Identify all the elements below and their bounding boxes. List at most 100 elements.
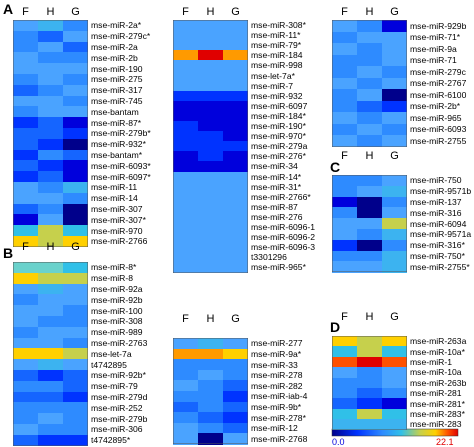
heatmap-cell xyxy=(38,192,63,205)
row-label: t3301296 xyxy=(251,252,287,263)
row-label: mse-miR-2768 xyxy=(251,433,308,444)
heatmap-cell xyxy=(63,359,88,371)
heatmap-cell xyxy=(198,141,223,152)
row-label: mse-miR-750 xyxy=(410,175,462,186)
heatmap-cell xyxy=(38,214,63,226)
heatmap-cell xyxy=(198,242,223,253)
row-label: mse-miR-79 xyxy=(91,381,138,392)
heatmap-cell xyxy=(13,294,38,306)
heatmap-cell xyxy=(357,66,382,79)
heatmap-cell xyxy=(223,30,248,41)
heatmap-cell xyxy=(223,369,248,381)
heatmap-cell xyxy=(198,262,223,274)
row-label: mse-miR-1 xyxy=(410,357,453,367)
heatmap-cell xyxy=(357,398,382,410)
heatmap-cell xyxy=(63,20,88,32)
heatmap-cell xyxy=(382,250,407,262)
row-label: mse-miR-750* xyxy=(410,251,465,261)
heatmap-cell xyxy=(63,262,88,274)
heatmap-cell xyxy=(173,50,198,61)
row-label: mse-miR-278* xyxy=(251,412,306,423)
heatmap-cell xyxy=(63,348,88,360)
heatmap-cell xyxy=(198,151,223,162)
row-label: mse-miR-6096-1 xyxy=(251,222,315,233)
heatmap-cell xyxy=(13,171,38,183)
heatmap-cell xyxy=(38,182,63,194)
heatmap-cell xyxy=(173,262,198,274)
heatmap-cell xyxy=(63,117,88,129)
heatmap-cell xyxy=(223,131,248,142)
heatmap-cell xyxy=(198,211,223,223)
heatmap-cell xyxy=(173,433,198,445)
row-label: mse-miR-307 xyxy=(91,204,143,214)
row-label: mse-miR-6096-3 xyxy=(251,242,315,253)
heatmap-cell xyxy=(357,20,382,33)
heatmap-cell xyxy=(382,43,407,56)
heatmap-cell xyxy=(13,424,38,436)
heatmap-cell xyxy=(382,196,407,208)
heatmap-cell xyxy=(13,41,38,53)
heatmap-cell xyxy=(63,182,88,194)
heatmap-cell xyxy=(223,338,248,350)
heatmap-cell xyxy=(13,30,38,43)
heatmap-cell xyxy=(198,80,223,92)
row-label: mse-miR-277 xyxy=(251,338,303,349)
heatmap-outline xyxy=(13,20,88,247)
row-label: mse-miR-92a xyxy=(91,284,143,294)
heatmap-cell xyxy=(173,60,198,72)
heatmap-cell xyxy=(38,283,63,295)
column-header-g: G xyxy=(390,6,399,18)
column-header-h: H xyxy=(46,241,55,253)
heatmap-cell xyxy=(223,348,248,360)
heatmap-cell xyxy=(63,63,88,75)
heatmap-cell xyxy=(38,20,63,32)
heatmap-cell xyxy=(357,123,382,136)
panel-label-b: B xyxy=(3,245,14,261)
row-label: mse-let-7a* xyxy=(251,70,295,81)
row-label: mse-miR-2a* xyxy=(91,20,142,31)
heatmap-cell xyxy=(38,402,63,414)
heatmap-cell xyxy=(13,214,38,226)
heatmap-cell xyxy=(38,434,63,447)
heatmap-cell xyxy=(38,326,63,339)
heatmap-cell xyxy=(223,412,248,424)
heatmap-cell xyxy=(357,100,382,113)
heatmap-cell xyxy=(13,348,38,360)
heatmap-cell xyxy=(332,175,357,187)
row-label: mse-miR-745 xyxy=(91,96,143,106)
row-label: mse-bantam* xyxy=(91,150,143,160)
heatmap-cell xyxy=(198,401,223,413)
heatmap-cell xyxy=(332,135,357,148)
heatmap-cell xyxy=(173,141,198,152)
heatmap-cell xyxy=(357,77,382,90)
heatmap-cell xyxy=(38,391,63,403)
row-label: mse-miR-12 xyxy=(251,423,298,434)
heatmap-cell xyxy=(38,294,63,306)
heatmap-cell xyxy=(357,135,382,148)
row-label: mse-miR-2763 xyxy=(91,338,148,348)
heatmap-cell xyxy=(13,262,38,274)
heatmap-cell xyxy=(63,214,88,226)
heatmap-cell xyxy=(173,252,198,263)
heatmap-cell xyxy=(13,117,38,129)
row-label: mse-miR-11 xyxy=(91,182,138,193)
row-label: mse-miR-965 xyxy=(410,112,462,123)
heatmap-cell xyxy=(63,160,88,172)
heatmap-cell xyxy=(38,138,63,151)
heatmap-cell xyxy=(332,207,357,219)
heatmap-cell xyxy=(63,305,88,317)
heatmap-cell xyxy=(382,239,407,252)
heatmap-cell xyxy=(198,121,223,132)
heatmap-cell xyxy=(223,121,248,132)
heatmap-cell xyxy=(357,250,382,262)
heatmap-cell xyxy=(223,380,248,392)
row-label: mse-miR-71 xyxy=(410,55,457,66)
heatmap-cell xyxy=(13,74,38,86)
row-label: mse-miR-279c xyxy=(410,66,466,77)
heatmap-cell xyxy=(332,218,357,230)
heatmap-cell xyxy=(13,138,38,151)
heatmap-cell xyxy=(223,90,248,102)
heatmap-cell xyxy=(357,229,382,241)
heatmap-cell xyxy=(173,131,198,142)
heatmap-cell xyxy=(332,196,357,208)
